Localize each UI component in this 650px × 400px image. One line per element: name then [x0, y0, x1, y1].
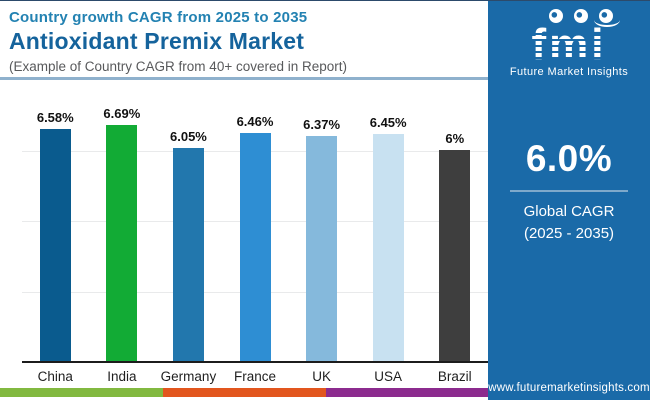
bar-value-label: 6.05% — [170, 128, 207, 144]
x-axis-line — [22, 361, 488, 363]
brand-panel: fmi Future Market Insights 6.0% Global C… — [488, 1, 650, 400]
category-label-usa: USA — [374, 369, 403, 384]
global-cagr-period: (2025 - 2035) — [523, 224, 615, 242]
category-label-uk: UK — [312, 369, 331, 384]
bar-brazil — [439, 149, 471, 361]
fmi-logo: fmi Future Market Insights — [488, 7, 650, 78]
global-cagr-label: Global CAGR — [523, 203, 615, 220]
bar-chart-plot: 6.58% 6.69% 6.05% 6.46% 6.37% 6.45% 6% — [22, 81, 488, 363]
category-label-france: France — [234, 369, 277, 384]
category-label-india: India — [107, 369, 137, 384]
bar-column-france: 6.46% — [222, 114, 289, 361]
category-label-brazil: Brazil — [437, 369, 472, 384]
footer-stripe-3 — [326, 388, 489, 397]
bar-value-label: 6.58% — [36, 110, 74, 126]
bar-france — [239, 133, 271, 361]
bar-value-label: 6% — [445, 130, 465, 146]
bar-value-label: 6.45% — [369, 114, 407, 130]
bar-column-usa: 6.45% — [355, 115, 422, 361]
stat-divider — [510, 190, 628, 192]
bar-value-label: 6.37% — [303, 117, 341, 133]
global-cagr-stat: 6.0% Global CAGR (2025 - 2035) — [488, 138, 650, 245]
bar-column-brazil: 6% — [421, 130, 488, 361]
bar-column-germany: 6.05% — [155, 129, 222, 361]
bar-value-label: 6.46% — [236, 114, 274, 130]
footer-stripe-2 — [163, 388, 326, 397]
global-cagr-value: 6.0% — [525, 138, 613, 179]
orbit-swoosh-icon — [594, 13, 620, 27]
fmi-logo-wordmark: fmi — [531, 20, 607, 69]
bar-uk — [306, 136, 338, 361]
header-divider — [0, 77, 488, 80]
category-label-china: China — [37, 369, 73, 384]
fmi-logo-caption: Future Market Insights — [509, 66, 629, 79]
footer-color-stripes — [0, 388, 489, 397]
globe-icon — [549, 9, 563, 23]
bar-germany — [172, 147, 204, 361]
chart-section: Country growth CAGR from 2025 to 2035 An… — [0, 1, 489, 400]
page-title: Antioxidant Premix Market — [9, 28, 305, 54]
bar-india — [106, 125, 138, 361]
category-label-germany: Germany — [160, 369, 217, 384]
bar-column-india: 6.69% — [89, 106, 156, 361]
bars-container: 6.58% 6.69% 6.05% 6.46% 6.37% 6.45% 6% — [22, 81, 488, 361]
globe-icon — [574, 9, 588, 23]
footer-stripe-1 — [0, 388, 163, 397]
website-url: www.futuremarketinsights.com — [488, 382, 650, 394]
bar-usa — [372, 133, 404, 361]
chart-subtitle: (Example of Country CAGR from 40+ covere… — [9, 59, 348, 74]
globe-icons — [488, 7, 650, 27]
chart-kicker: Country growth CAGR from 2025 to 2035 — [9, 9, 308, 26]
bar-china — [39, 129, 71, 361]
bar-value-label: 6.69% — [103, 106, 141, 122]
category-axis-labels: China India Germany France UK USA Brazil — [22, 369, 488, 384]
bar-column-china: 6.58% — [22, 110, 89, 361]
bar-column-uk: 6.37% — [288, 117, 355, 361]
chart-header: Country growth CAGR from 2025 to 2035 An… — [9, 9, 479, 74]
